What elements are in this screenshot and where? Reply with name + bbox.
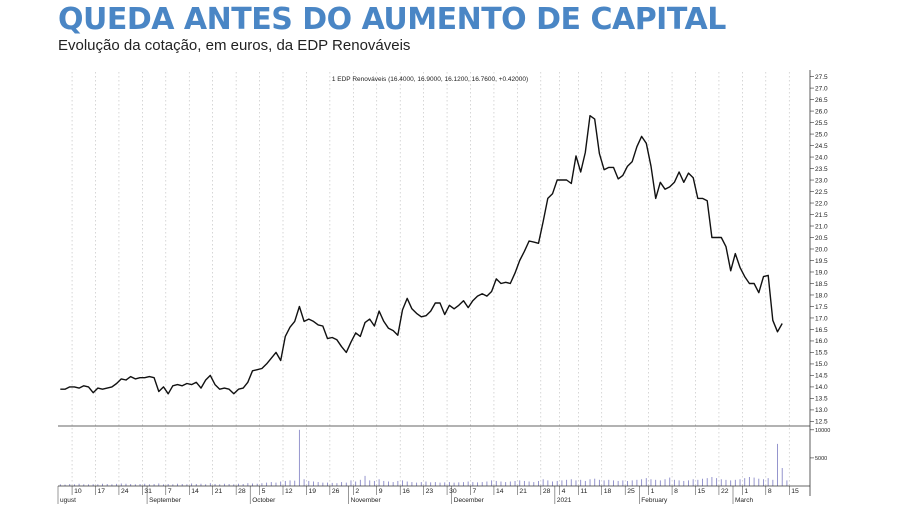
price-panel: 1 EDP Renováveis (16.4000, 16.9000, 16.1… [58, 76, 810, 427]
price-tick-label: 21.0 [815, 223, 828, 230]
date-tick-label: 23 [426, 488, 434, 495]
date-axis: 10 17 24 31 7 14 21 28 5 12 19 26 2 9 16 23 30 7 14 21 28 4 11… [57, 485, 810, 504]
date-tick-label: 21 [519, 488, 527, 495]
date-tick-label: 18 [604, 488, 612, 495]
date-tick-label: 4 [562, 488, 566, 495]
price-tick-label: 27.0 [815, 85, 828, 92]
price-tick-label: 18.5 [815, 281, 828, 288]
price-tick-label: 19.5 [815, 258, 828, 265]
price-tick-label: 14.0 [815, 384, 828, 391]
price-tick-label: 20.5 [815, 235, 828, 242]
period-label: December [454, 497, 485, 504]
price-tick-label: 14.5 [815, 373, 828, 380]
price-tick-label: 13.0 [815, 407, 828, 414]
date-tick-label: 24 [121, 488, 129, 495]
volume-tick-label: 5000 [815, 456, 827, 462]
date-tick-label: 8 [674, 488, 678, 495]
price-tick-label: 24.5 [815, 143, 828, 150]
price-tick-label: 13.5 [815, 396, 828, 403]
price-tick-label: 25.0 [815, 131, 828, 138]
date-tick-label: 5 [262, 488, 266, 495]
date-tick-label: 31 [144, 488, 152, 495]
date-tick-label: 1 [651, 488, 655, 495]
date-tick-label: 2 [355, 488, 359, 495]
date-tick-label: 7 [168, 488, 172, 495]
date-tick-label: 7 [473, 488, 477, 495]
date-tick-label: 14 [191, 488, 199, 495]
price-tick-label: 23.5 [815, 166, 828, 173]
date-tick-label: 11 [580, 488, 587, 495]
period-label: ugust [60, 497, 76, 504]
chart-headline: QUEDA ANTES DO AUMENTO DE CAPITAL [58, 2, 726, 37]
date-tick-label: 9 [379, 488, 383, 495]
period-label: February [641, 497, 668, 504]
date-tick-label: 28 [543, 488, 551, 495]
volume-panel [59, 429, 788, 486]
date-tick-label: 30 [449, 488, 457, 495]
vertical-gridlines [71, 72, 790, 486]
price-tick-label: 15.0 [815, 361, 828, 368]
price-tick-label: 24.0 [815, 154, 828, 161]
price-tick-label: 25.5 [815, 120, 828, 127]
date-tick-label: 15 [791, 488, 799, 495]
price-tick-label: 20.0 [815, 246, 828, 253]
volume-axis: 5000 10000 [810, 428, 830, 462]
series-legend: 1 EDP Renováveis (16.4000, 16.9000, 16.1… [332, 76, 528, 83]
price-tick-label: 18.0 [815, 292, 828, 299]
date-tick-label: 21 [215, 488, 223, 495]
date-tick-label: 1 [744, 488, 748, 495]
price-tick-label: 15.5 [815, 350, 828, 357]
price-tick-label: 17.5 [815, 304, 828, 311]
date-tick-label: 14 [496, 488, 504, 495]
date-tick-label: 19 [308, 488, 316, 495]
date-tick-label: 8 [768, 488, 772, 495]
price-tick-label: 16.5 [815, 327, 828, 334]
price-tick-label: 27.5 [815, 74, 828, 81]
price-tick-label: 23.0 [815, 177, 828, 184]
price-tick-label: 22.5 [815, 189, 828, 196]
date-tick-label: 28 [238, 488, 246, 495]
date-tick-label: 22 [721, 488, 729, 495]
price-tick-label: 22.0 [815, 200, 828, 207]
price-tick-label: 26.5 [815, 97, 828, 104]
price-tick-label: 26.0 [815, 108, 828, 115]
period-label: March [735, 497, 753, 504]
price-tick-label: 19.0 [815, 269, 828, 276]
price-tick-label: 17.0 [815, 315, 828, 322]
price-tick-label: 16.0 [815, 338, 828, 345]
chart-subtitle: Evolução da cotação, em euros, da EDP Re… [58, 37, 411, 54]
volume-tick-label: 10000 [815, 428, 830, 434]
date-tick-label: 16 [402, 488, 410, 495]
price-tick-label: 12.5 [815, 419, 828, 426]
period-label: September [149, 497, 182, 504]
date-tick-label: 17 [98, 488, 106, 495]
period-label: October [252, 497, 276, 504]
price-tick-label: 21.5 [815, 212, 828, 219]
date-tick-label: 10 [74, 488, 82, 495]
price-line [60, 114, 783, 395]
price-axis: 12.5 13.0 13.5 14.0 14.5 15.0 15.5 16.0 16.5 17.0… [809, 70, 828, 496]
period-label: 2021 [557, 497, 572, 504]
period-label: November [351, 497, 382, 504]
date-tick-label: 26 [332, 488, 340, 495]
date-tick-label: 25 [627, 488, 635, 495]
date-tick-label: 12 [285, 488, 293, 495]
date-tick-label: 15 [698, 488, 706, 495]
